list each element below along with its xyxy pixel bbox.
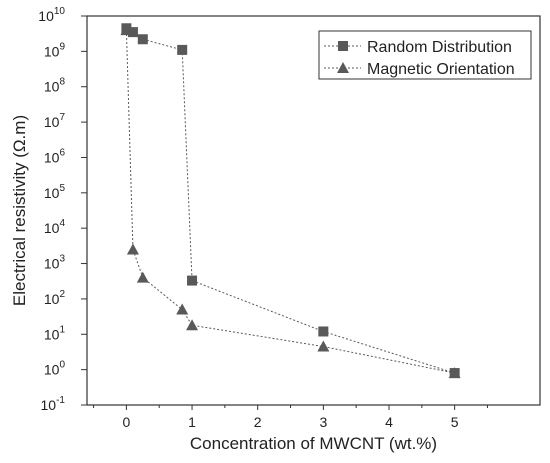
data-point-triangle: [120, 24, 133, 36]
y-tick-label: 10-1: [41, 395, 66, 413]
data-point-triangle: [186, 319, 199, 331]
y-tick-label: 102: [44, 289, 66, 307]
data-point-triangle: [448, 367, 461, 379]
x-tick-label: 1: [188, 414, 196, 430]
data-point-triangle: [126, 243, 139, 255]
y-tick-label: 106: [44, 147, 66, 165]
legend-triangle-marker: [337, 62, 349, 73]
legend-label-random-distribution: Random Distribution: [367, 39, 512, 56]
data-point-square: [137, 34, 148, 45]
legend-box: [318, 30, 532, 80]
series-line-0: [126, 27, 455, 374]
x-tick-label: 0: [122, 414, 130, 430]
y-tick-label: 105: [44, 183, 66, 201]
plot-area-frame: [86, 15, 541, 406]
x-axis-title: Concentration of MWCNT (wt.%): [190, 434, 437, 453]
data-point-square: [187, 275, 198, 286]
y-tick-label: 104: [44, 218, 66, 236]
x-tick-label: 2: [254, 414, 262, 430]
y-axis-title: Electrical resistivity (Ω.m): [10, 115, 29, 306]
x-tick-label: 4: [385, 414, 393, 430]
legend-label-magnetic-orientation: Magnetic Orientation: [367, 61, 515, 78]
x-tick-label: 5: [451, 414, 459, 430]
y-tick-label: 103: [44, 254, 66, 272]
y-tick-label: 108: [44, 77, 66, 95]
legend-square-marker: [338, 41, 348, 51]
data-point-triangle: [176, 303, 189, 315]
legend: Random Distribution Magnetic Orientation: [318, 30, 532, 80]
axis-layer: 0 1 2 3 4 5 10-1 100 101 102 103 104 105 106 107 108 109…: [38, 6, 488, 430]
y-tick-label: 107: [44, 112, 66, 130]
y-tick-label: 100: [44, 360, 66, 378]
data-point-triangle: [317, 340, 330, 352]
y-tick-label: 1010: [38, 6, 65, 24]
series-line-1: [125, 30, 455, 374]
data-point-square: [318, 326, 329, 337]
y-tick-label: 101: [44, 324, 66, 342]
data-point-triangle: [136, 271, 149, 283]
x-tick-label: 3: [319, 414, 327, 430]
data-point-square: [177, 44, 188, 55]
y-tick-label: 109: [44, 41, 66, 59]
series-layer: [120, 23, 461, 379]
data-point-square: [127, 27, 138, 38]
